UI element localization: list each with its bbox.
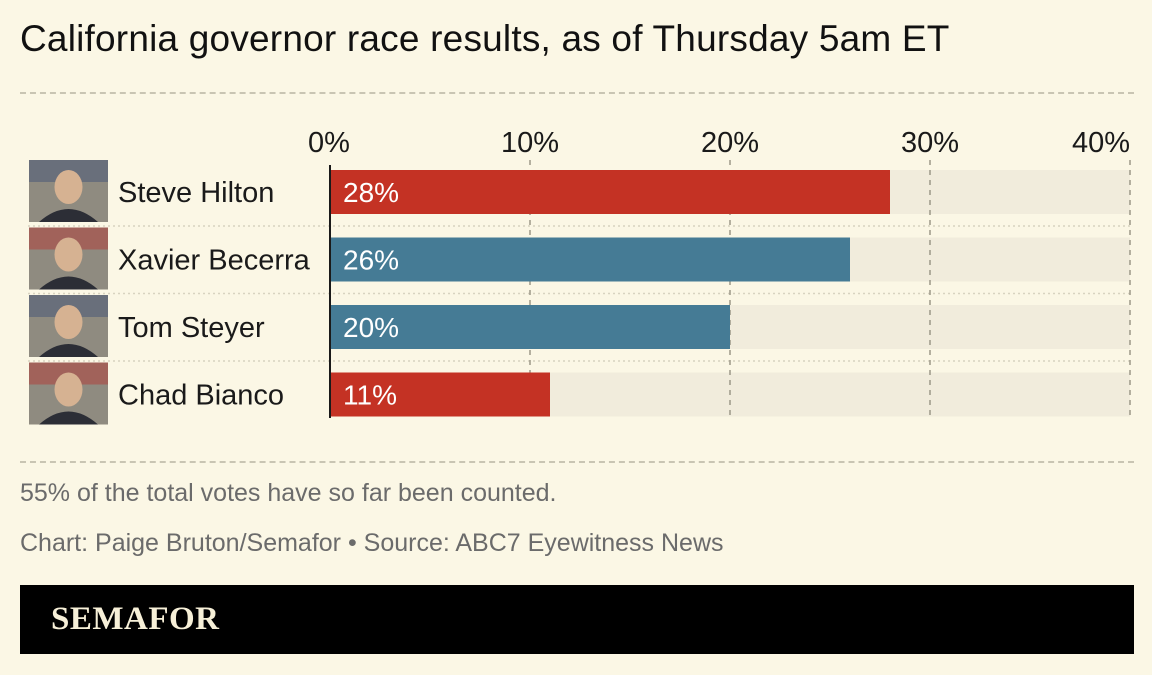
brand-footer: SEMAFOR	[20, 585, 1134, 654]
top-divider	[20, 92, 1134, 94]
chart-credit: Chart: Paige Bruton/Semafor • Source: AB…	[20, 529, 724, 557]
photo-head	[54, 170, 83, 204]
photo-shoulders	[39, 411, 98, 425]
chart-title: California governor race results, as of …	[20, 18, 950, 59]
bar-value-label: 20%	[343, 312, 399, 343]
candidate-photo	[29, 160, 108, 222]
photo-shoulders	[39, 276, 98, 290]
candidate-photo	[29, 227, 108, 290]
candidate-name: Tom Steyer	[118, 312, 265, 344]
bar-chart: 0% 10% 20% 30% 40% 28% Steve Hilton 26% Xavier B…	[28, 127, 1131, 425]
candidate-photo	[29, 295, 108, 357]
bar	[330, 305, 730, 349]
x-tick-label: 0%	[308, 127, 350, 159]
photo-shoulders	[39, 344, 98, 357]
photo-shoulders	[39, 209, 98, 222]
bar	[330, 170, 890, 214]
candidate-name: Xavier Becerra	[118, 245, 311, 277]
x-tick-label: 20%	[701, 127, 759, 159]
photo-head	[54, 237, 83, 272]
photo-head	[54, 372, 83, 407]
bar	[330, 237, 850, 282]
candidate-photo	[29, 362, 108, 425]
x-tick-label: 40%	[1072, 127, 1130, 159]
semafor-logo: SEMAFOR	[51, 601, 220, 637]
candidate-name: Steve Hilton	[118, 177, 274, 209]
x-tick-label: 30%	[901, 127, 959, 159]
bar-value-label: 26%	[343, 245, 399, 276]
votes-counted-note: 55% of the total votes have so far been …	[20, 479, 557, 507]
bottom-divider	[20, 461, 1134, 463]
candidate-name: Chad Bianco	[118, 380, 284, 412]
bar	[330, 372, 550, 417]
bar-value-label: 11%	[343, 380, 397, 411]
photo-head	[54, 305, 83, 339]
bar-value-label: 28%	[343, 177, 399, 208]
x-tick-label: 10%	[501, 127, 559, 159]
